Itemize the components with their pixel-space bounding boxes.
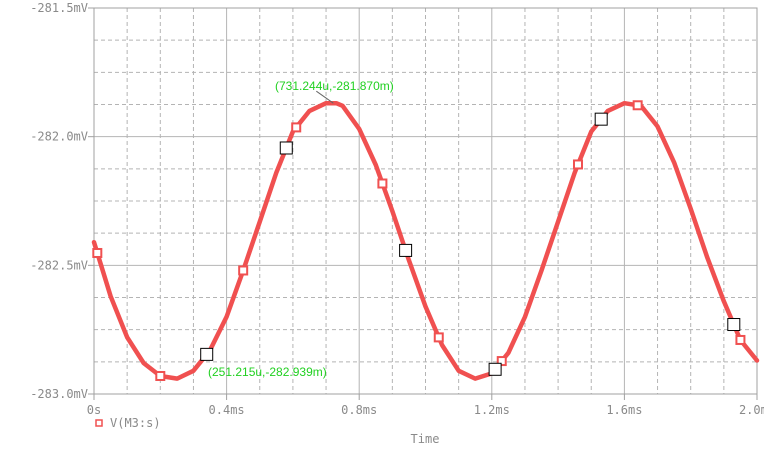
x-tick-label: 1.2ms (474, 403, 510, 417)
cursor-marker[interactable] (594, 112, 608, 126)
legend-label: V(M3:s) (110, 416, 161, 430)
series-point-marker (496, 356, 507, 367)
y-tick-label: -282.0mV (30, 130, 88, 144)
cursor-marker[interactable] (399, 243, 413, 257)
cursor-marker[interactable] (279, 141, 293, 155)
x-tick-label: 2.0ms (739, 403, 764, 417)
cursor-readout-peak: (731.244u,-281.870m) (275, 79, 394, 93)
x-axis-title: Time (411, 432, 440, 446)
cursor-leader-line (316, 90, 334, 104)
cursor-layer: (731.244u,-281.870m) (251.215u,-282.939m) (200, 79, 741, 379)
axis-ticks: 0s 0.4ms 0.8ms 1.2ms 1.6ms 2.0ms -281.5mV -282.… (30, 1, 764, 417)
grid (94, 8, 757, 394)
plot-frame (93, 7, 758, 395)
cursor-marker[interactable] (200, 347, 214, 361)
x-tick-label: 0s (87, 403, 101, 417)
legend-marker (95, 419, 103, 427)
x-tick-label: 0.8ms (341, 403, 377, 417)
cursor-readout-trough: (251.215u,-282.939m) (208, 365, 327, 379)
series-point-marker (377, 178, 388, 189)
cursor-marker[interactable] (727, 318, 741, 332)
series-point-marker (238, 265, 249, 276)
legend[interactable]: V(M3:s) (95, 416, 161, 430)
y-tick-label: -281.5mV (30, 1, 88, 15)
series-point-marker (291, 122, 302, 133)
x-tick-label: 1.6ms (606, 403, 642, 417)
series-point-marker (572, 159, 583, 170)
series-point-marker (735, 334, 746, 345)
series-point-marker (155, 370, 166, 381)
cursor-marker[interactable] (488, 362, 502, 376)
x-tick-label: 0.4ms (209, 403, 245, 417)
series-point-marker (632, 100, 643, 111)
series-point-marker (433, 332, 444, 343)
series-point-marker (92, 247, 103, 258)
y-tick-label: -283.0mV (30, 387, 88, 401)
y-tick-label: -282.5mV (30, 258, 88, 272)
